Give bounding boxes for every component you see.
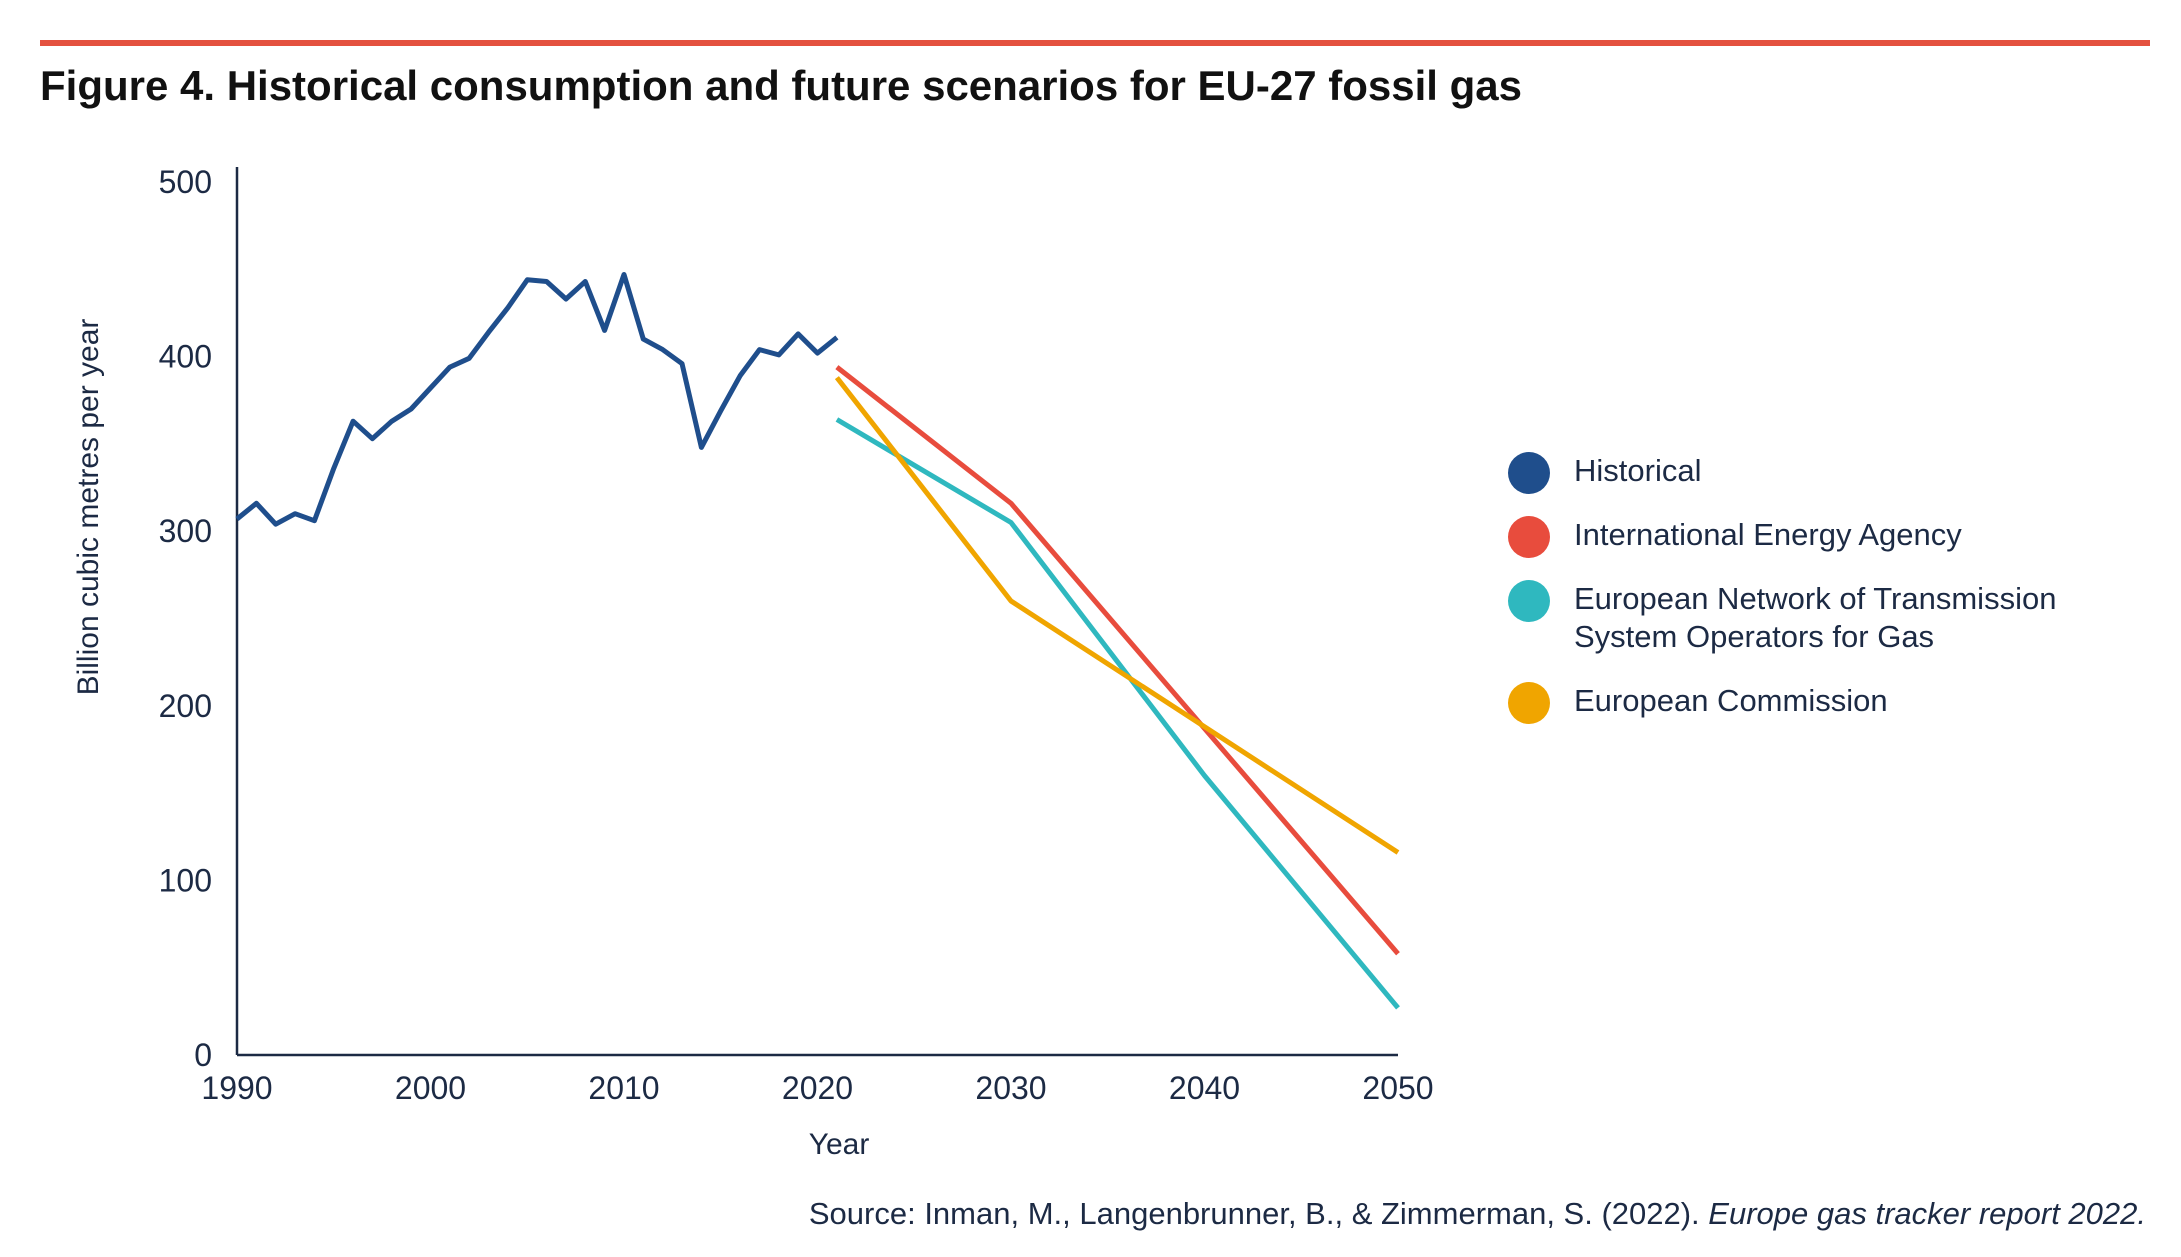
legend: Historical International Energy Agency Eur… — [1508, 452, 2168, 746]
y-tick-label: 400 — [159, 339, 212, 375]
source-authors: Source: Inman, M., Langenbrunner, B., & … — [808, 1196, 1709, 1231]
figure-title: Figure 4. Historical consumption and fut… — [40, 62, 1522, 109]
legend-item-historical: Historical — [1508, 452, 2168, 494]
series-line-international-energy-agency — [835, 365, 1400, 956]
legend-label: European Network of Transmission System … — [1574, 581, 2057, 654]
series-line-european-commission — [834, 376, 1400, 855]
y-tick-label: 500 — [159, 164, 212, 200]
series-line-european-network-of-transmission-system-operators-for-gas — [835, 417, 1400, 1010]
legend-swatch — [1508, 580, 1550, 622]
x-axis-title: Year — [809, 1128, 870, 1161]
source-note: Source: Inman, M., Langenbrunner, B., & … — [809, 1196, 2146, 1232]
x-tick-label: 1990 — [201, 1070, 272, 1106]
y-tick-label: 200 — [159, 688, 212, 724]
y-tick-label: 300 — [159, 513, 212, 549]
series-line-historical — [235, 272, 839, 527]
x-tick-label: 2040 — [1169, 1070, 1240, 1106]
legend-label: International Energy Agency — [1574, 517, 1962, 552]
x-tick-label: 2030 — [975, 1070, 1046, 1106]
source-title: Europe gas tracker report 2022. — [1708, 1196, 2146, 1231]
x-tick-label: 2050 — [1362, 1070, 1433, 1106]
legend-item-international-energy-agency: International Energy Agency — [1508, 516, 2168, 558]
title-rule — [40, 40, 2150, 46]
x-tick-label: 2010 — [588, 1070, 659, 1106]
legend-swatch — [1508, 452, 1550, 494]
axes: 0 100 200 300 400 500 1990 2000 2010 2020 2030 2040… — [159, 164, 1434, 1106]
x-tick-label: 2020 — [782, 1070, 853, 1106]
y-axis-title: Billion cubic metres per year — [72, 319, 105, 696]
legend-label: European Commission — [1574, 683, 1888, 718]
legend-label: Historical — [1574, 453, 1702, 488]
x-tick-label: 2000 — [395, 1070, 466, 1106]
y-tick-label: 100 — [159, 862, 212, 898]
series-lines — [235, 272, 1400, 1010]
legend-swatch — [1508, 682, 1550, 724]
legend-swatch — [1508, 516, 1550, 558]
legend-item-european-commission: European Commission — [1508, 682, 2168, 724]
y-tick-label: 0 — [194, 1037, 212, 1073]
legend-item-european-network-of-transmission-system-operators-for-gas: European Network of Transmission System … — [1508, 580, 2168, 656]
